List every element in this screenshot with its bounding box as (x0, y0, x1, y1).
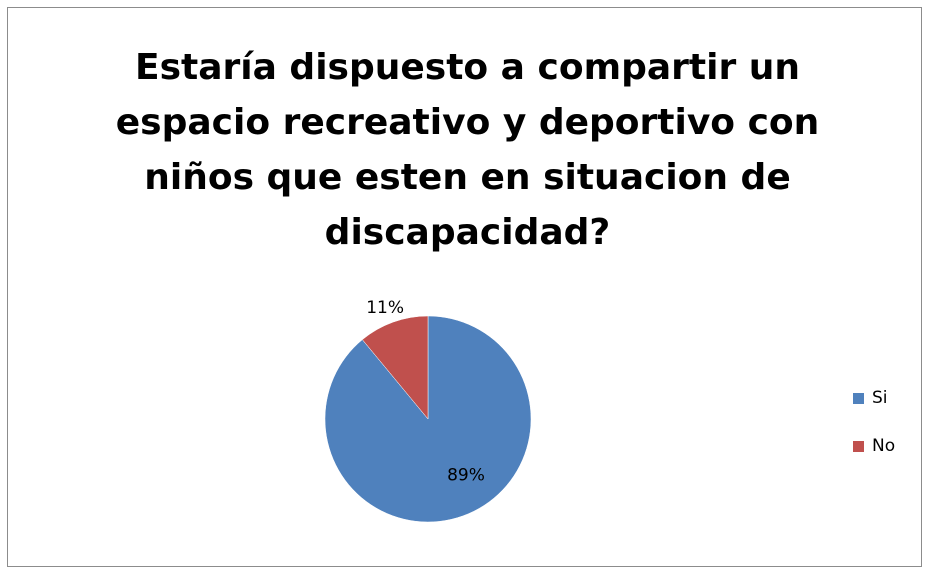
legend-item-no: No (853, 434, 895, 458)
legend-swatch-si (853, 392, 864, 404)
legend-swatch-no (853, 440, 864, 452)
chart-title: Estaría dispuesto a compartir un espacio… (115, 47, 820, 253)
pie-slice-no (361, 315, 429, 420)
legend-item-si: Si (853, 386, 895, 410)
legend: Si No (853, 386, 895, 482)
legend-label-no: No (872, 436, 896, 456)
pie-label-no: 11% (366, 298, 404, 318)
pie-label-si: 89% (447, 466, 485, 486)
legend-label-si: Si (872, 388, 888, 408)
